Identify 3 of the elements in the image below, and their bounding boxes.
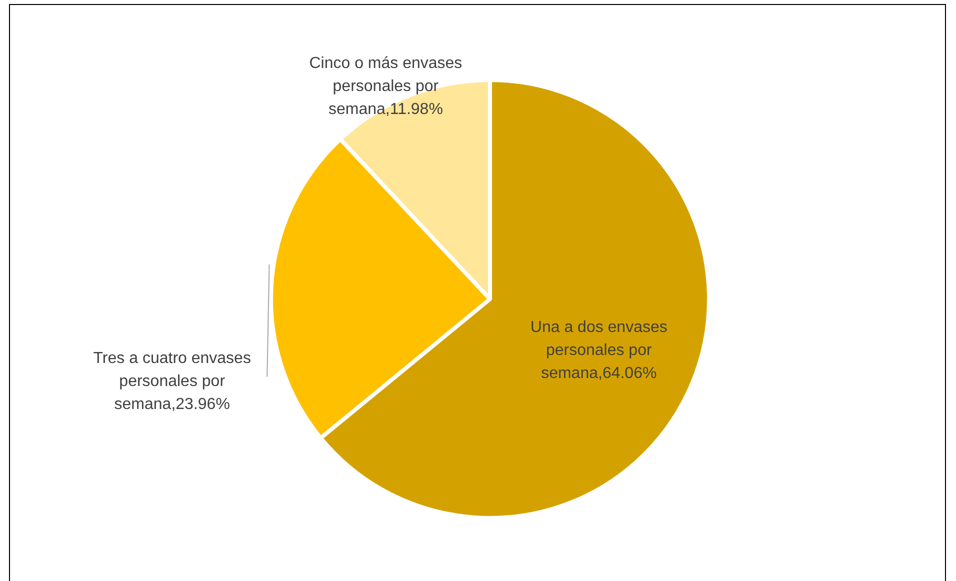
slice-label: Tres a cuatro envases personales por semana,23.96% <box>93 350 251 414</box>
slice-label: Una a dos envases personales por semana,64.06% <box>530 318 668 382</box>
slice-label: Cinco o más envases personales por semana,11.98% <box>309 54 462 118</box>
